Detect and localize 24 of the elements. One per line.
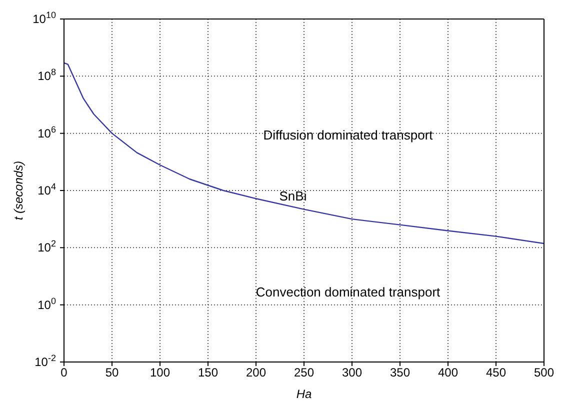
y-tick-label: 10$^{2}$ — [38, 238, 56, 255]
annotation: SnBi — [279, 188, 307, 204]
x-tick-label: 350 — [390, 366, 410, 380]
line-series — [64, 62, 544, 244]
x-tick-label: 500 — [534, 366, 554, 380]
annotation: Diffusion dominated transport — [263, 128, 433, 142]
y-axis-title: t (seconds) — [11, 160, 26, 220]
y-tick-label: 10$^{8}$ — [38, 67, 56, 84]
x-tick-label: 100 — [150, 366, 170, 380]
x-tick-label: 200 — [246, 366, 266, 380]
y-tick-label: 10$^{0}$ — [38, 296, 56, 312]
y-tick-label: 10$^{6}$ — [38, 124, 56, 140]
y-tick-label: 10$^{10}$ — [32, 10, 56, 26]
x-axis-title: Ha — [296, 387, 312, 401]
x-tick-label: 150 — [198, 366, 218, 380]
x-tick-label: 250 — [294, 366, 314, 380]
x-tick-label: 300 — [342, 366, 362, 380]
annotation: Convection dominated transport — [256, 284, 440, 300]
x-tick-label: 450 — [486, 366, 506, 380]
x-tick-label: 0 — [60, 366, 68, 380]
x-tick-label: 50 — [105, 366, 119, 380]
y-tick-label: 10$^{4}$ — [38, 182, 56, 198]
x-tick-label: 400 — [438, 366, 458, 380]
y-tick-label: 10$^{-2}$ — [34, 353, 56, 369]
